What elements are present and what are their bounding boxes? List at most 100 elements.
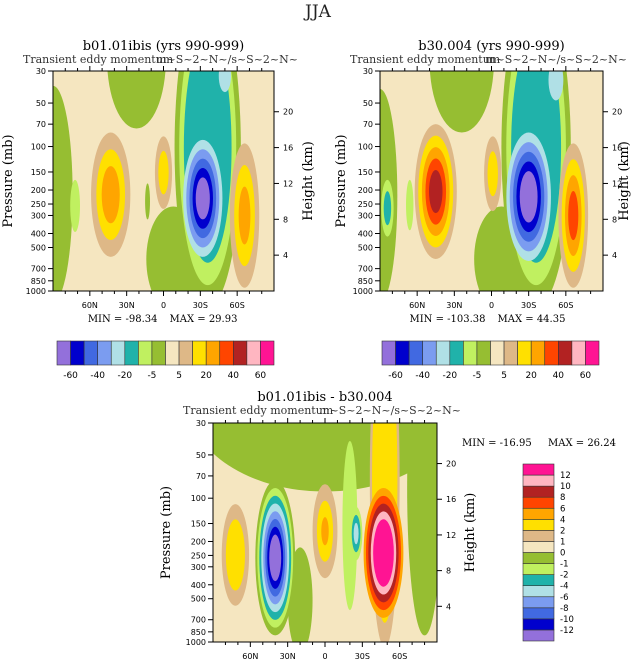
x-tick-label: 60S — [392, 652, 407, 661]
colorbar-box — [260, 340, 275, 366]
colorbar-label: -2 — [560, 571, 568, 581]
contour-region — [145, 183, 150, 220]
colorbar-label: -60 — [388, 371, 403, 381]
colorbar-label: -40 — [415, 371, 430, 381]
min-label: MIN = -103.38 — [409, 314, 485, 325]
colorbar-label: -8 — [560, 604, 568, 614]
colorbar-label: 5 — [176, 371, 182, 381]
y-tick-label: 300 — [31, 211, 46, 220]
colorbar-label: 20 — [200, 371, 212, 381]
y-tick-label: 200 — [358, 186, 373, 195]
colorbar-box — [522, 563, 555, 575]
panel-2: 60N 30N 0 30S 60S 30 50 70 100 150 200 250 300 400 500… — [334, 39, 632, 381]
colorbar-box — [522, 607, 555, 620]
height-tick-label: 12 — [612, 179, 622, 188]
contour-region — [269, 534, 282, 582]
contour-region — [321, 517, 329, 546]
contour-region — [548, 71, 564, 101]
colorbar-box — [219, 340, 234, 366]
colorbar-box — [522, 574, 555, 586]
contour-region — [342, 440, 358, 611]
colorbar-box — [408, 340, 423, 366]
contour-region — [383, 191, 392, 226]
x-tick-label: 60N — [409, 301, 425, 310]
x-tick-label: 30N — [446, 301, 462, 310]
height-tick-label: 20 — [612, 108, 622, 117]
y-tick-label: 150 — [191, 520, 206, 529]
colorbar-box — [110, 340, 126, 366]
panel-subtitle: Transient eddy momentum — [350, 53, 501, 66]
contour-region — [406, 179, 414, 231]
contour-region — [101, 166, 120, 224]
x-tick-label: 30N — [280, 652, 296, 661]
colorbar-box — [435, 340, 451, 366]
panel-title: b01.01ibis (yrs 990-999) — [83, 39, 245, 54]
contour-region — [158, 150, 169, 195]
y-tick-label: 100 — [31, 143, 46, 152]
height-tick-label: 4 — [446, 602, 451, 611]
contour-region — [487, 151, 498, 197]
colorbar-box — [178, 340, 193, 366]
x-tick-label: 0 — [489, 301, 494, 310]
panel-subtitle: Transient eddy momentum — [23, 53, 174, 66]
height-tick-label: 8 — [283, 215, 288, 224]
colorbar-box — [522, 541, 555, 553]
y-tick-label: 700 — [31, 265, 46, 274]
y-tick-label: 700 — [358, 265, 373, 274]
colorbar-box — [70, 340, 85, 366]
colorbar-box — [138, 340, 153, 366]
colorbar-label: 40 — [228, 371, 240, 381]
y-tick-label: 50 — [196, 451, 206, 460]
y-tick-label: 200 — [191, 537, 206, 546]
y-tick-label: 300 — [358, 211, 373, 220]
colorbar-label: 1 — [560, 537, 565, 547]
colorbar-box — [522, 530, 555, 542]
colorbar-box — [490, 340, 505, 366]
y-tick-label: 30 — [363, 67, 373, 76]
y-tick-label: 150 — [358, 168, 373, 177]
x-tick-label: 60N — [82, 301, 98, 310]
colorbar-box — [558, 340, 573, 366]
colorbar-box — [522, 485, 555, 498]
colorbar-box — [463, 340, 478, 366]
colorbar: -60 -40 -20 -5 5 20 40 60 — [381, 340, 600, 381]
y-tick-label: 850 — [31, 277, 46, 286]
panel-units: m~S~2~N~/s~S~2~N~ — [156, 53, 298, 66]
colorbar-box — [544, 340, 559, 366]
y-tick-label: 400 — [191, 581, 206, 590]
contour-region — [519, 171, 538, 223]
colorbar-label: -4 — [560, 582, 568, 592]
y-tick-label: 850 — [358, 277, 373, 286]
y-tick-label: 1000 — [26, 287, 46, 296]
colorbar-box — [449, 340, 464, 366]
y-tick-label: 100 — [191, 494, 206, 503]
panel-1: 60N 30N 0 30S 60S 30 50 70 100 150 200 250 300 400 500… — [1, 39, 316, 381]
colorbar-label: -60 — [63, 371, 78, 381]
max-label: MAX = 29.93 — [170, 314, 238, 325]
height-tick-label: 4 — [283, 251, 288, 260]
colorbar-label: 6 — [560, 504, 565, 514]
max-label: MAX = 44.35 — [498, 314, 566, 325]
y-axis-label-right: Height (km) — [617, 141, 632, 221]
height-tick-label: 16 — [283, 144, 293, 153]
y-axis-label: Pressure (mb) — [334, 134, 349, 227]
contour-region — [218, 71, 232, 93]
panel-title: b01.01ibis - b30.004 — [257, 390, 392, 405]
colorbar-box — [522, 507, 555, 520]
contour-region — [429, 71, 494, 133]
y-tick-label: 500 — [358, 244, 373, 253]
colorbar-box — [522, 618, 555, 631]
colorbar-box — [522, 629, 555, 642]
colorbar-label: 8 — [560, 493, 565, 503]
colorbar-label: 10 — [560, 482, 571, 492]
x-tick-label: 0 — [161, 301, 166, 310]
y-tick-label: 1000 — [353, 287, 373, 296]
y-tick-label: 700 — [191, 616, 206, 625]
y-axis-label-right: Height (km) — [301, 141, 316, 221]
height-tick-label: 16 — [612, 144, 622, 153]
colorbar-label: -20 — [442, 371, 457, 381]
colorbar-box — [97, 340, 112, 366]
colorbar-label: -40 — [90, 371, 105, 381]
y-tick-label: 50 — [363, 99, 373, 108]
